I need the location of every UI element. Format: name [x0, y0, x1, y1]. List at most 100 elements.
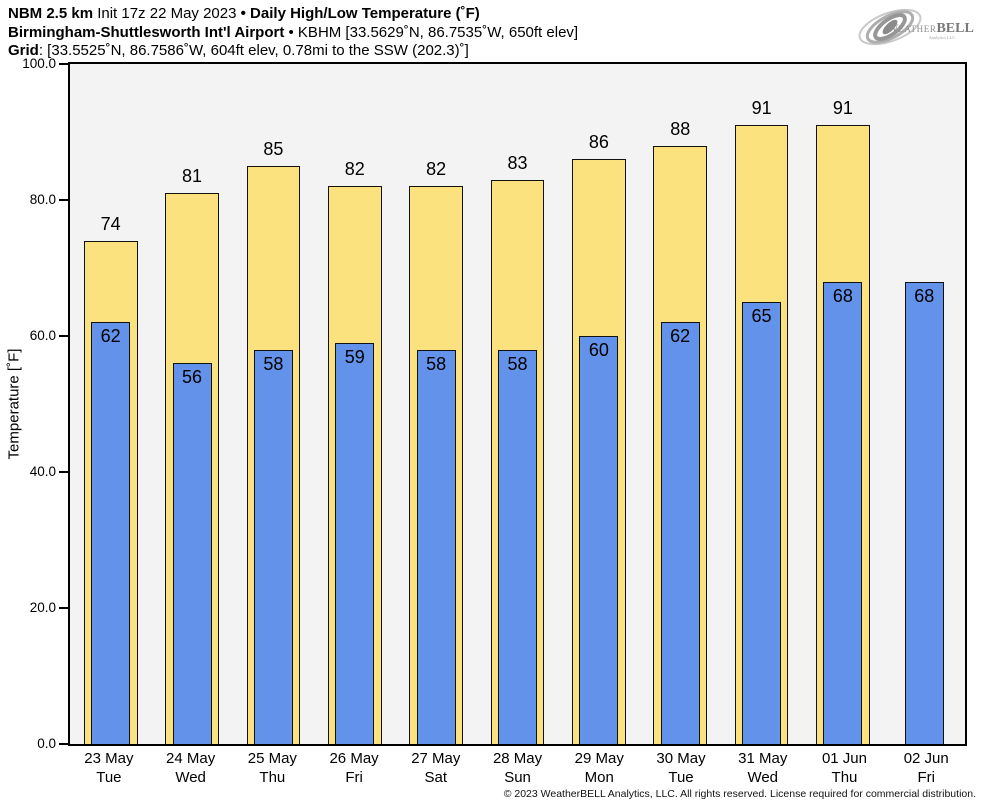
bar-group: 74 62 — [70, 64, 151, 744]
chart-header: NBM 2.5 km Init 17z 22 May 2023 • Daily … — [8, 5, 578, 61]
low-bar: 62 — [91, 322, 131, 744]
x-tick-label: 29 May Mon — [558, 749, 640, 787]
low-value-label: 56 — [182, 367, 203, 388]
y-tick-label: 20.0 — [29, 600, 56, 615]
bar-group: 86 60 — [558, 64, 639, 744]
x-tick-label: 24 May Wed — [150, 749, 232, 787]
x-tick-weekday: Mon — [584, 769, 614, 786]
x-axis: 23 May Tue 24 May Wed 25 May Thu 26 May Fri 27 M… — [68, 749, 967, 787]
high-value-label: 81 — [182, 166, 203, 187]
low-value-label: 58 — [263, 353, 284, 374]
x-tick-date: 01 Jun — [821, 750, 867, 767]
header-line-1: NBM 2.5 km Init 17z 22 May 2023 • Daily … — [8, 5, 578, 24]
y-tick-label: 80.0 — [29, 192, 56, 207]
x-tick-date: 29 May — [574, 750, 624, 767]
low-value-label: 58 — [426, 353, 447, 374]
header-line-3: Grid: [33.5525˚N, 86.7586˚W, 604ft elev,… — [8, 42, 578, 61]
x-tick-label: 27 May Sat — [395, 749, 477, 787]
high-value-label: 82 — [344, 159, 365, 180]
x-tick-label: 23 May Tue — [68, 749, 150, 787]
low-value-label: 59 — [344, 346, 365, 367]
x-tick-label: 30 May Tue — [640, 749, 722, 787]
low-bar: 59 — [335, 342, 375, 744]
x-tick-date: 31 May — [738, 750, 788, 767]
y-tick-mark — [59, 63, 68, 65]
high-value-label: 82 — [426, 159, 447, 180]
low-bar: 60 — [579, 336, 619, 744]
high-value-label: 86 — [588, 132, 609, 153]
x-tick-date: 24 May — [166, 750, 216, 767]
logo-text-bell: BELL — [936, 21, 973, 36]
x-tick-weekday: Wed — [175, 769, 206, 786]
bar-group: 88 62 — [640, 64, 721, 744]
high-value-label: 88 — [670, 118, 691, 139]
low-value-label: 62 — [670, 326, 691, 347]
grid-coords: : [33.5525˚N, 86.7586˚W, 604ft elev, 0.7… — [38, 42, 469, 59]
x-tick-weekday: Sun — [504, 769, 531, 786]
low-value-label: 62 — [100, 326, 121, 347]
low-bar: 68 — [904, 281, 944, 744]
x-tick-weekday: Fri — [345, 769, 363, 786]
low-value-label: 65 — [751, 306, 772, 326]
logo-text-analytics: Analytics LLC — [929, 35, 956, 40]
chart-title: Daily High/Low Temperature (˚F) — [245, 5, 480, 22]
high-value-label: 91 — [751, 98, 772, 119]
low-value-label: 68 — [832, 285, 853, 306]
y-tick-mark — [59, 743, 68, 745]
model-name: NBM 2.5 km — [8, 5, 94, 22]
y-tick-mark — [59, 199, 68, 201]
x-tick-label: 31 May Wed — [722, 749, 804, 787]
x-tick-weekday: Tue — [96, 769, 122, 786]
low-bar: 58 — [497, 349, 537, 744]
bullet-separator: • — [240, 5, 246, 22]
copyright-text: © 2023 WeatherBELL Analytics, LLC. All r… — [503, 788, 976, 800]
logo-text-w: W — [887, 21, 899, 35]
y-tick-mark — [59, 607, 68, 609]
station-coords: • KBHM [33.5629˚N, 86.7535˚W, 650ft elev… — [284, 23, 579, 41]
low-value-label: 60 — [588, 340, 609, 360]
bar-group: 91 65 — [721, 64, 802, 744]
x-tick-weekday: Sat — [424, 769, 448, 786]
header-line-2: Birmingham-Shuttlesworth Int'l Airport •… — [8, 24, 578, 43]
grid-label: Grid — [8, 42, 39, 59]
bar-group: 81 56 — [151, 64, 232, 744]
low-bar: 62 — [660, 322, 700, 744]
bar-group: 82 58 — [395, 64, 476, 744]
low-bar: 56 — [172, 363, 212, 744]
low-bar: 58 — [416, 349, 456, 744]
x-tick-label: 26 May Fri — [313, 749, 395, 787]
x-tick-weekday: Wed — [747, 769, 779, 786]
y-tick-mark — [59, 471, 68, 473]
y-tick-label: 0.0 — [37, 736, 56, 751]
svg-text:WEATHERBELL: WEATHERBELL — [887, 21, 974, 36]
x-tick-label: 02 Jun Fri — [885, 749, 967, 787]
bar-group: 85 58 — [233, 64, 314, 744]
x-tick-date: 02 Jun — [903, 750, 949, 767]
x-tick-date: 25 May — [247, 750, 297, 767]
x-tick-date: 28 May — [492, 750, 543, 767]
x-tick-label: 28 May Sun — [477, 749, 559, 787]
high-value-label: 83 — [507, 152, 528, 173]
y-tick-mark — [59, 335, 68, 337]
low-bar: 58 — [253, 349, 293, 744]
x-tick-weekday: Thu — [259, 769, 286, 786]
weatherbell-logo: WEATHERBELL Analytics LLC — [856, 2, 978, 54]
y-axis-title: Temperature [˚F] — [5, 348, 23, 460]
x-tick-label: 25 May Thu — [231, 749, 313, 787]
y-tick-label: 100.0 — [22, 56, 56, 71]
y-tick-label: 60.0 — [29, 328, 56, 343]
x-tick-date: 27 May — [411, 750, 461, 767]
station-name: Birmingham-Shuttlesworth Int'l Airport — [8, 23, 285, 41]
x-tick-date: 23 May — [84, 750, 134, 767]
high-value-label: 74 — [100, 213, 121, 234]
bar-group: 68 — [884, 64, 965, 744]
hurricane-swirl-icon: WEATHERBELL Analytics LLC — [858, 8, 974, 46]
x-tick-weekday: Tue — [668, 769, 694, 786]
x-tick-date: 30 May — [656, 750, 706, 767]
low-value-label: 68 — [914, 285, 935, 306]
bar-group: 83 58 — [477, 64, 558, 744]
y-tick-label: 40.0 — [29, 464, 56, 479]
bar-group: 82 59 — [314, 64, 395, 744]
high-value-label: 91 — [832, 98, 853, 119]
x-tick-weekday: Fri — [917, 769, 935, 786]
